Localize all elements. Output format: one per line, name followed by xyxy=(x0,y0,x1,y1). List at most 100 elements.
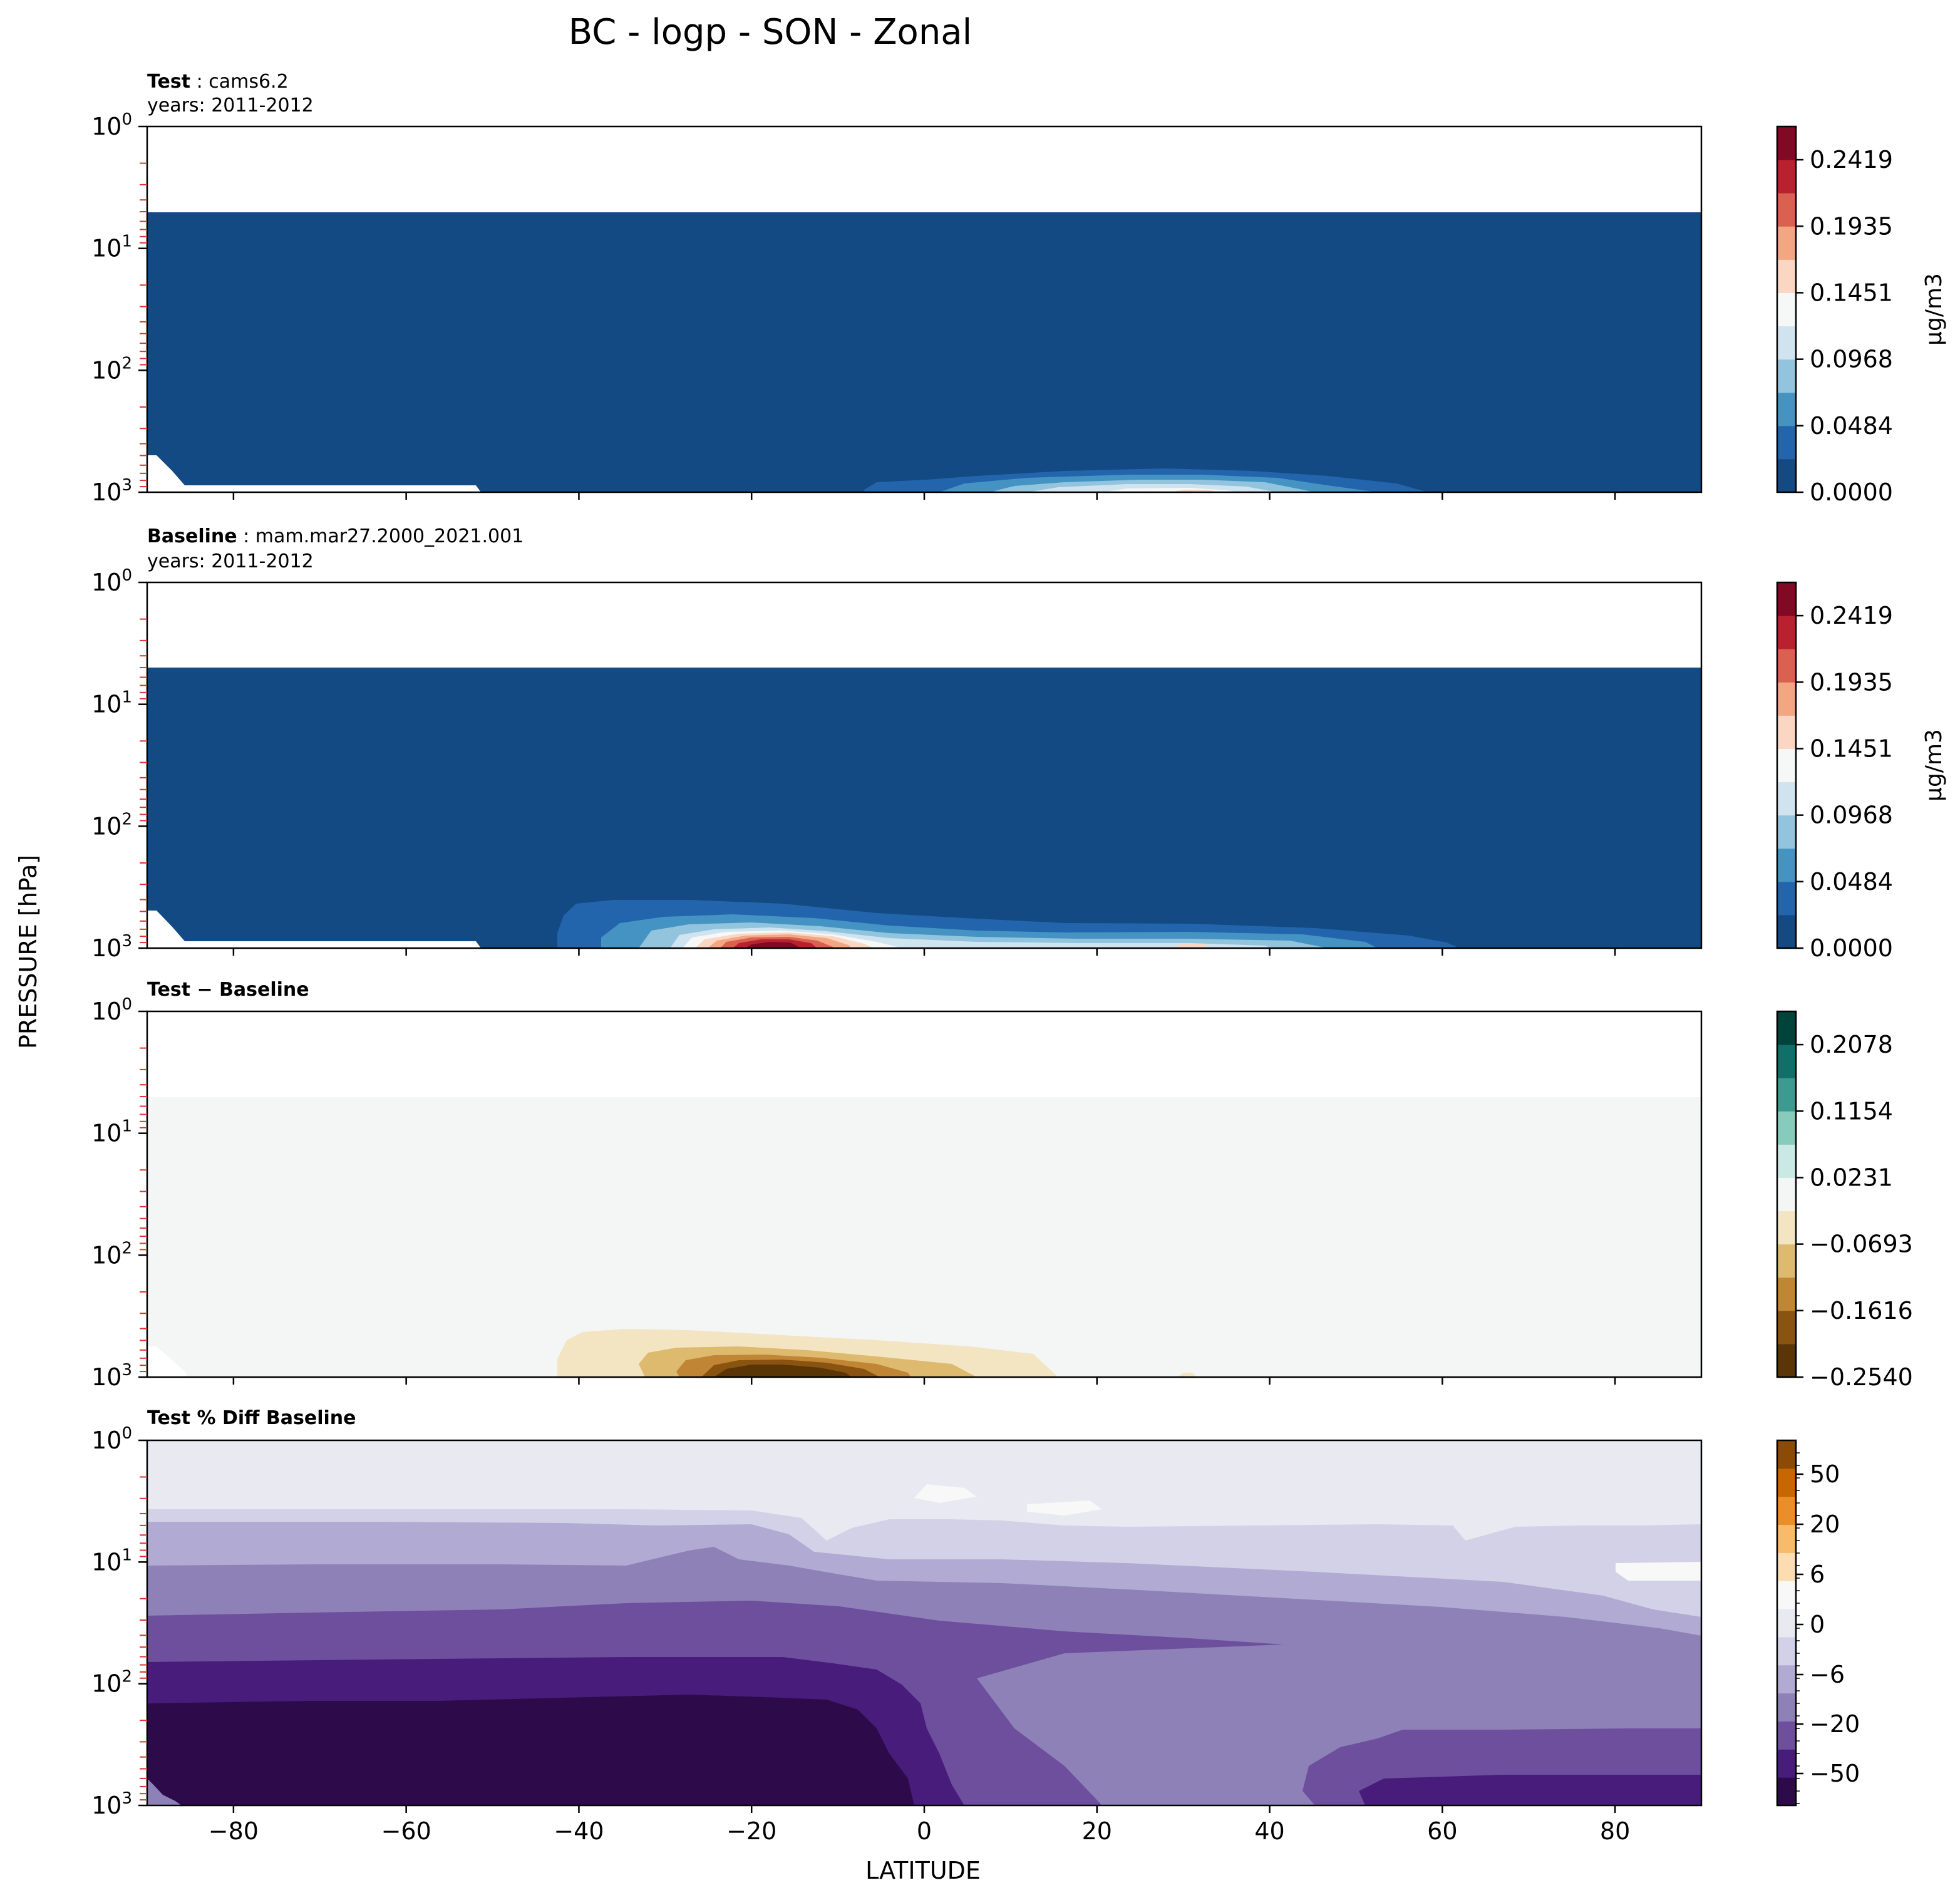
colorbar-swatch xyxy=(1777,1211,1796,1245)
colorbar-swatch xyxy=(1777,226,1796,260)
colorbar-tick-label: 0.0000 xyxy=(1810,934,1893,962)
colorbar-swatch xyxy=(1777,1440,1796,1469)
x-tick-marks xyxy=(232,492,1616,500)
colorbar-swatch xyxy=(1777,1310,1796,1345)
colorbar-swatch xyxy=(1777,1693,1796,1722)
panel-subtitle: years: 2011-2012 xyxy=(147,95,314,116)
colorbar-swatch xyxy=(1777,292,1796,327)
contour-background xyxy=(147,212,1701,492)
colorbar-swatch xyxy=(1777,1496,1796,1526)
y-tick-label: 100 xyxy=(91,566,132,596)
colorbar-tick-label: 0.2419 xyxy=(1810,146,1893,173)
colorbar-swatch xyxy=(1777,616,1796,649)
x-axis-label: LATITUDE xyxy=(865,1857,981,1884)
panel-title: Test % Diff Baseline xyxy=(147,1407,356,1429)
y-tick-label: 102 xyxy=(91,810,132,840)
x-tick-label: −20 xyxy=(726,1817,776,1845)
contour-band xyxy=(714,1365,852,1377)
panel-subtitle: years: 2011-2012 xyxy=(147,550,314,572)
colorbar-swatch xyxy=(1777,1011,1796,1045)
colorbar-tick-label: 0.2419 xyxy=(1810,602,1893,629)
panel-title: Baseline : mam.mar27.2000_2021.001 xyxy=(147,525,524,547)
colorbar-swatch xyxy=(1777,1552,1796,1581)
colorbar-swatch xyxy=(1777,1524,1796,1553)
colorbar-swatch xyxy=(1777,748,1796,783)
contour-field xyxy=(147,668,1701,948)
colorbar-label: μg/m3 xyxy=(1921,729,1947,802)
x-tick-label: 0 xyxy=(917,1817,932,1845)
colorbar-tick-label: 20 xyxy=(1810,1510,1840,1538)
contour-band xyxy=(745,942,802,948)
surface-missing-region xyxy=(147,455,481,492)
x-tick-label: 80 xyxy=(1600,1817,1630,1845)
x-tick-label: 20 xyxy=(1082,1817,1112,1845)
colorbar-swatch xyxy=(1777,126,1796,160)
figure-title: BC - logp - SON - Zonal xyxy=(569,12,972,53)
contour-field xyxy=(147,1097,1701,1377)
contour-band xyxy=(1359,1775,1701,1805)
colorbar-swatch xyxy=(1777,715,1796,749)
colorbar-swatch xyxy=(1777,582,1796,616)
colorbar: −0.2540 −0.1616 −0.0693 0.0231 0.1154 0.2078 xyxy=(1776,1010,1913,1391)
panel-title: Test : cams6.2 xyxy=(147,71,289,93)
colorbar-swatch xyxy=(1777,392,1796,426)
colorbar-swatch xyxy=(1777,359,1796,393)
colorbar-tick-label: 50 xyxy=(1810,1460,1840,1488)
colorbar-swatch xyxy=(1777,782,1796,816)
colorbar-tick-label: −0.2540 xyxy=(1810,1363,1913,1391)
colorbar-tick-label: −0.0693 xyxy=(1810,1231,1913,1258)
colorbar-swatch xyxy=(1777,649,1796,683)
colorbar-swatch xyxy=(1777,1721,1796,1750)
y-tick-label: 102 xyxy=(91,1239,132,1269)
panel-baseline: Baseline : mam.mar27.2000_2021.001 years… xyxy=(91,525,1947,962)
colorbar-tick-label: 0.0000 xyxy=(1810,478,1893,506)
colorbar-tick-label: 0.1154 xyxy=(1810,1097,1893,1125)
surface-missing-region xyxy=(147,1346,188,1377)
colorbar-label: μg/m3 xyxy=(1921,273,1947,346)
colorbar-swatch xyxy=(1777,458,1796,493)
colorbar-tick-label: 0.1451 xyxy=(1810,735,1893,762)
x-tick-label: −60 xyxy=(381,1817,431,1845)
x-tick-label: −80 xyxy=(209,1817,259,1845)
contour-band xyxy=(1171,944,1212,948)
colorbar-swatch xyxy=(1777,193,1796,227)
colorbar-swatch xyxy=(1777,259,1796,293)
colorbar-swatch xyxy=(1777,1636,1796,1666)
colorbar-frame xyxy=(1776,1439,1797,1807)
colorbar-swatch xyxy=(1777,1609,1796,1638)
colorbar-tick-label: −6 xyxy=(1810,1661,1845,1688)
y-tick-label: 102 xyxy=(91,1668,132,1698)
y-axis: 100 101 102 103 xyxy=(91,1424,147,1819)
colorbar-swatch xyxy=(1777,1078,1796,1112)
colorbar-swatch xyxy=(1777,425,1796,460)
y-tick-label: 100 xyxy=(91,995,132,1025)
panel-test-percent-diff-baseline: Test % Diff Baseline −80 −60 −40 −20 0 20 40 60… xyxy=(91,1407,1860,1845)
x-tick-label: −40 xyxy=(554,1817,604,1845)
contour-band xyxy=(914,1484,977,1503)
colorbar-tick-label: 0.0231 xyxy=(1810,1164,1893,1191)
colorbar-swatch xyxy=(1777,160,1796,194)
y-tick-label: 103 xyxy=(91,476,132,506)
y-axis: 100 101 102 103 xyxy=(91,995,147,1391)
colorbar-swatch xyxy=(1777,1177,1796,1212)
colorbar: 0.0000 0.0484 0.0968 0.1451 0.1935 0.2419 xyxy=(1776,581,1893,962)
colorbar-frame xyxy=(1776,581,1797,949)
colorbar: 0.0000 0.0484 0.0968 0.1451 0.1935 0.2419 xyxy=(1776,125,1893,506)
colorbar-swatch xyxy=(1777,1343,1796,1378)
colorbar-swatch xyxy=(1777,326,1796,360)
contour-band xyxy=(1616,1562,1701,1581)
contour-field xyxy=(147,1440,1701,1805)
contour-band xyxy=(147,1695,914,1805)
colorbar-tick-label: 0.1935 xyxy=(1810,212,1893,240)
colorbar-swatch xyxy=(1777,1665,1796,1694)
colorbar-tick-label: 0.1935 xyxy=(1810,668,1893,696)
colorbar-tick-label: −20 xyxy=(1810,1710,1860,1738)
colorbar-swatch xyxy=(1777,1468,1796,1497)
colorbar-swatch xyxy=(1777,1749,1796,1778)
colorbar-swatch xyxy=(1777,1045,1796,1078)
colorbar-swatch xyxy=(1777,1581,1796,1609)
colorbar-swatch xyxy=(1777,1277,1796,1311)
panel-test: Test : cams6.2 years: 2011-2012 10010110… xyxy=(91,71,1947,506)
contour-band xyxy=(1177,1373,1196,1377)
